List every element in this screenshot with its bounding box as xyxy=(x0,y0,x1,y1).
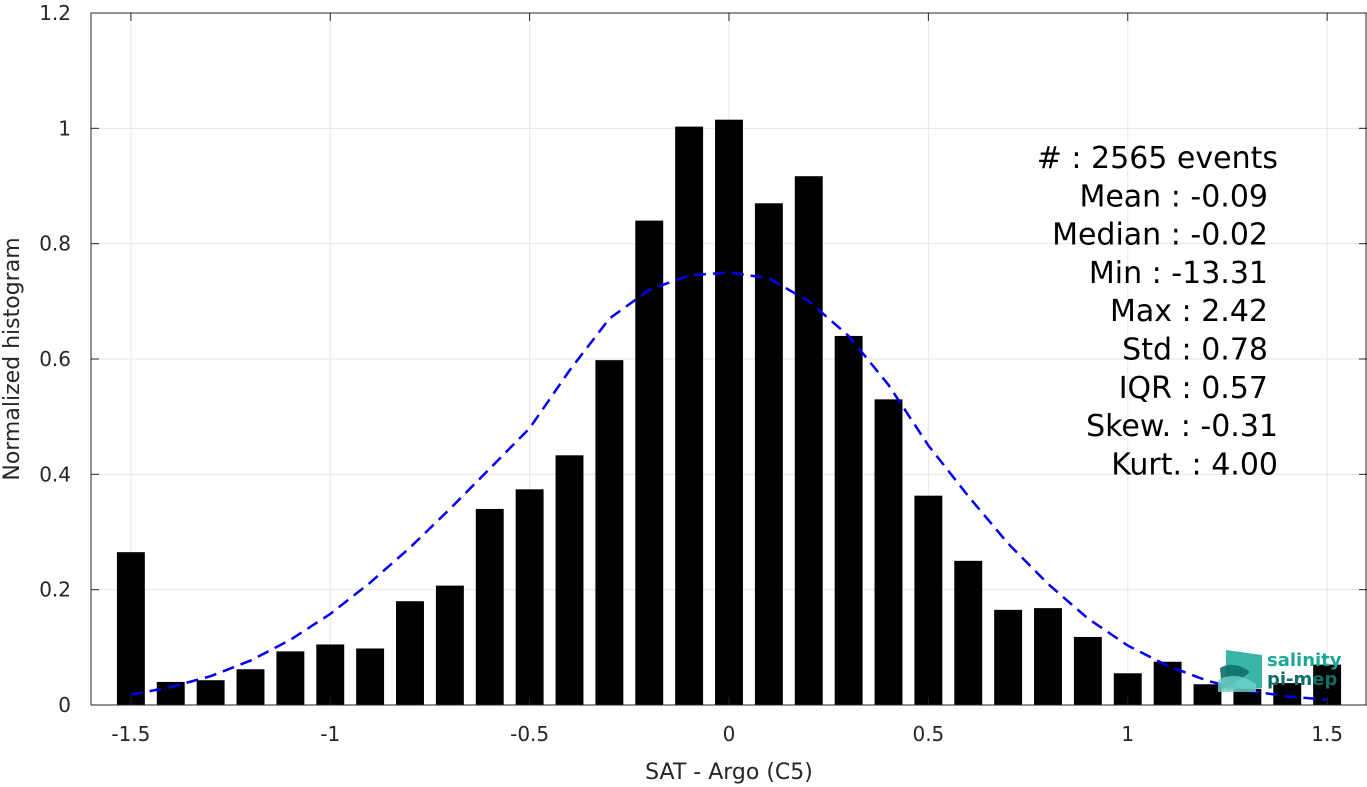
x-axis-label: SAT - Argo (C5) xyxy=(645,760,813,785)
salinity-pi-mep-logo: salinity pi-mep xyxy=(1218,650,1342,692)
x-tick-label: 0 xyxy=(723,722,736,746)
stats-line: Skew. : -0.31 xyxy=(1086,409,1278,444)
wave-logo-icon xyxy=(1218,650,1262,692)
histogram-bar xyxy=(236,669,265,705)
histogram-bar xyxy=(994,609,1023,705)
y-axis-label: Normalized histogram xyxy=(0,237,25,480)
histogram-bar xyxy=(116,552,145,705)
stats-line: Mean : -0.09 xyxy=(1079,179,1268,214)
histogram-bar xyxy=(954,560,983,705)
histogram-bar xyxy=(794,176,823,706)
y-tick-label: 0.2 xyxy=(39,578,71,602)
x-tick-label: 1 xyxy=(1121,722,1134,746)
histogram-bar xyxy=(914,495,943,705)
y-tick-label: 0.4 xyxy=(39,462,71,486)
stats-line: # : 2565 events xyxy=(1037,141,1278,176)
x-tick-label: -0.5 xyxy=(510,722,549,746)
histogram-bar xyxy=(475,508,504,705)
histogram-bar xyxy=(1273,683,1302,705)
histogram-bar xyxy=(316,644,345,705)
stats-line: Median : -0.02 xyxy=(1052,218,1268,253)
x-tick-label: 0.5 xyxy=(912,722,944,746)
histogram-bar xyxy=(396,601,424,705)
y-tick-label: 1 xyxy=(58,116,71,140)
bars xyxy=(116,119,1342,706)
y-tick-label: 0.6 xyxy=(39,347,71,371)
stats-line: Min : -13.31 xyxy=(1089,256,1268,291)
histogram-bar xyxy=(1034,608,1062,705)
histogram-bar xyxy=(874,399,903,705)
histogram-bar xyxy=(515,489,544,705)
histogram-bar xyxy=(1193,684,1222,705)
y-ticks: 0 0.2 0.4 0.6 0.8 1 1.2 xyxy=(39,1,1367,717)
histogram-bar xyxy=(834,335,863,705)
stats-line: Kurt. : 4.00 xyxy=(1111,447,1278,482)
x-tick-label: 1.5 xyxy=(1311,722,1343,746)
histogram-bar xyxy=(356,648,385,705)
stats-line: Std : 0.78 xyxy=(1122,333,1268,368)
stats-line: Max : 2.42 xyxy=(1110,294,1268,329)
logo-line-1: salinity xyxy=(1267,650,1342,671)
y-tick-label: 0 xyxy=(58,693,71,717)
y-tick-label: 1.2 xyxy=(39,1,71,25)
histogram-bar xyxy=(595,360,624,705)
histogram-bar xyxy=(1233,688,1262,705)
fit-curve xyxy=(130,271,1328,702)
histogram-bar xyxy=(156,681,185,705)
histogram-bar xyxy=(196,680,225,705)
x-ticks: -1.5 -1 -0.5 0 0.5 1 1.5 xyxy=(111,13,1343,746)
x-tick-label: -1.5 xyxy=(111,722,150,746)
x-tick-label: -1 xyxy=(320,722,340,746)
histogram-bar xyxy=(435,585,464,705)
histogram-bar xyxy=(1073,636,1102,705)
y-tick-label: 0.8 xyxy=(39,232,71,256)
histogram-bar xyxy=(754,203,783,706)
histogram-bar xyxy=(635,220,664,705)
histogram-bar xyxy=(715,119,743,705)
stats-line: IQR : 0.57 xyxy=(1119,371,1268,406)
logo-line-2: pi-mep xyxy=(1267,669,1337,690)
histogram-bar xyxy=(276,651,305,705)
histogram-bar xyxy=(675,126,704,705)
histogram-bar xyxy=(555,455,584,705)
